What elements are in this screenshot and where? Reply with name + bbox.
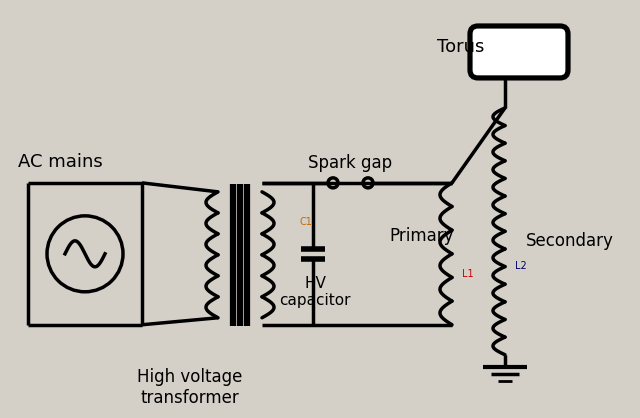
Circle shape <box>328 178 338 188</box>
Text: Primary: Primary <box>390 227 454 245</box>
Text: Torus: Torus <box>437 38 484 56</box>
Text: AC mains: AC mains <box>18 153 103 171</box>
Text: Secondary: Secondary <box>526 232 614 250</box>
Text: C1: C1 <box>299 217 312 227</box>
Text: L2: L2 <box>515 261 527 271</box>
Text: HV
capacitor: HV capacitor <box>279 276 351 308</box>
FancyBboxPatch shape <box>470 26 568 78</box>
Text: High voltage
transformer: High voltage transformer <box>138 368 243 407</box>
Circle shape <box>363 178 373 188</box>
Text: L1: L1 <box>462 269 474 279</box>
Text: Spark gap: Spark gap <box>308 154 392 172</box>
